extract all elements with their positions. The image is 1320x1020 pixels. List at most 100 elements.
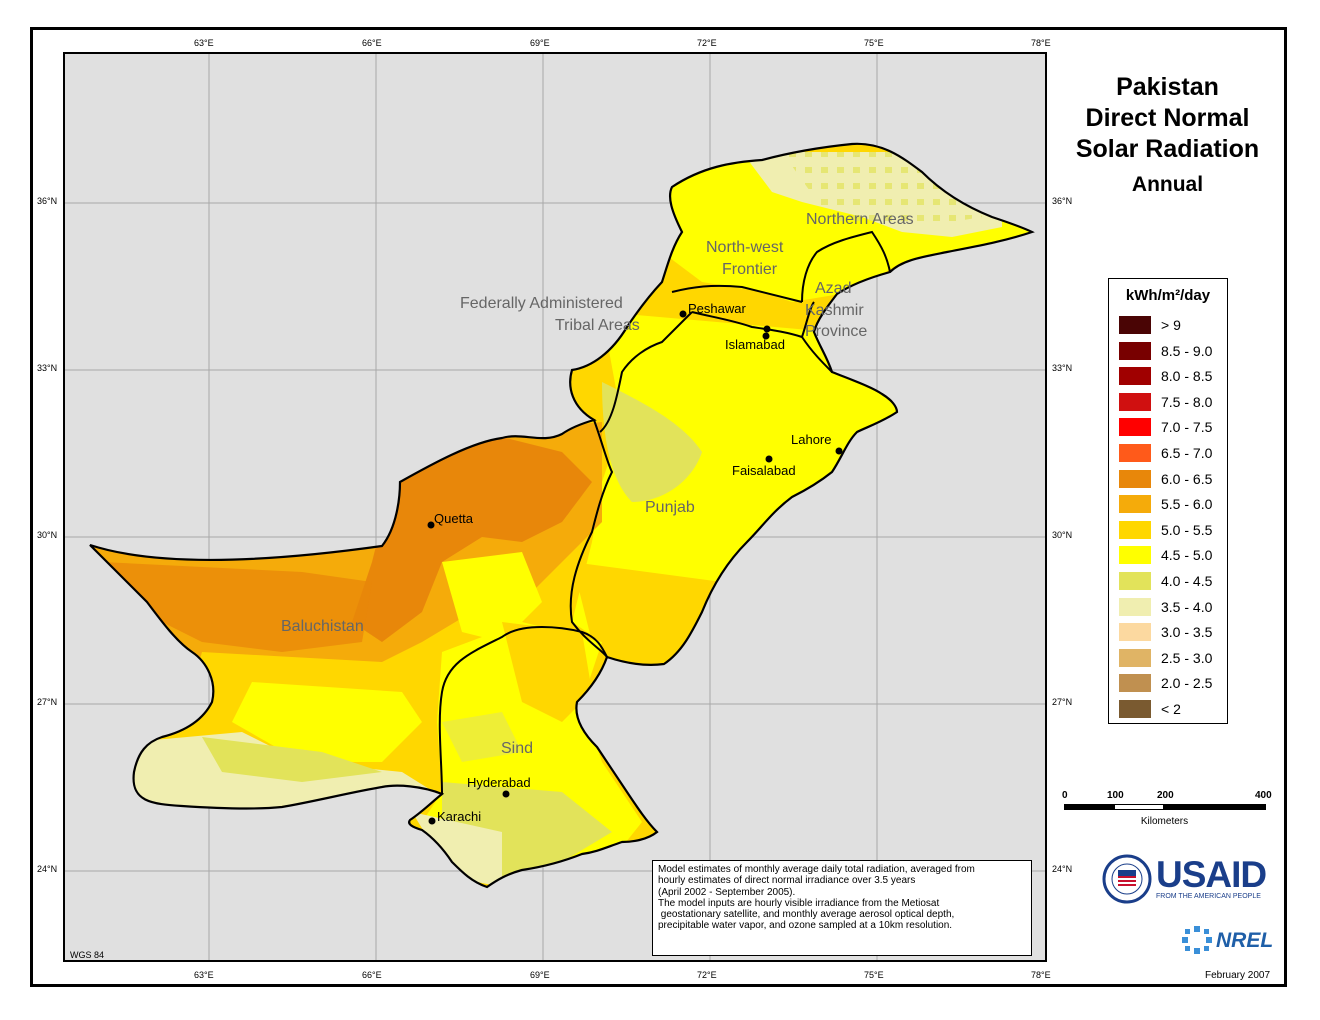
legend-swatch xyxy=(1119,444,1151,462)
map-subtitle: Annual xyxy=(1131,173,1204,196)
lon-label-bottom: 63°E xyxy=(194,970,214,980)
title-line-2: Direct Normal xyxy=(1085,104,1250,132)
lon-label-top: 72°E xyxy=(697,38,717,48)
usaid-seal-icon xyxy=(1102,854,1152,904)
scale-segment xyxy=(1114,804,1164,810)
legend: kWh/m²/day > 9 8.5 - 9.0 8.0 - 8.5 7.5 - 8.… xyxy=(1108,278,1228,724)
legend-swatch xyxy=(1119,648,1151,667)
region-nwf-line2: Frontier xyxy=(722,261,778,278)
region-northern-areas: Northern Areas xyxy=(806,211,914,228)
region-azad-line3: Province xyxy=(805,323,867,340)
methodology-note: Model estimates of monthly average daily… xyxy=(652,860,1032,956)
legend-label: 8.0 - 8.5 xyxy=(1161,368,1213,385)
legend-label: 2.0 - 2.5 xyxy=(1161,675,1213,692)
city-marker-quetta xyxy=(427,521,435,529)
lon-label-bottom: 75°E xyxy=(864,970,884,980)
legend-label: 6.5 - 7.0 xyxy=(1161,445,1213,461)
region-baluchistan: Baluchistan xyxy=(281,618,364,635)
legend-label: 8.5 - 9.0 xyxy=(1161,342,1213,359)
nrel-sun-icon xyxy=(1182,926,1212,954)
title-line-1: Pakistan xyxy=(1116,73,1219,101)
legend-label: 6.0 - 6.5 xyxy=(1161,470,1213,487)
scale-tick: 100 xyxy=(1107,790,1124,801)
city-marker-faisalabad xyxy=(765,455,773,463)
scale-tick: 200 xyxy=(1157,790,1174,801)
region-sind: Sind xyxy=(501,740,533,757)
city-quetta: Quetta xyxy=(434,511,474,526)
city-peshawar: Peshawar xyxy=(688,301,746,316)
projection-label: WGS 84 xyxy=(70,950,105,960)
publication-date: February 2007 xyxy=(1205,970,1271,981)
city-marker-hyderabad xyxy=(502,790,510,798)
usaid-logo: USAID xyxy=(1156,854,1267,895)
city-marker-islamabad xyxy=(763,325,771,333)
city-marker-karachi xyxy=(428,817,436,825)
title-line-3: Solar Radiation xyxy=(1075,135,1260,163)
lat-label-right: 27°N xyxy=(1052,697,1073,707)
lat-label-left: 30°N xyxy=(37,530,58,540)
lat-label-right: 36°N xyxy=(1052,196,1073,206)
lat-label-right: 24°N xyxy=(1052,864,1073,874)
lon-label-top: 78°E xyxy=(1031,38,1051,48)
scale-segment xyxy=(1064,804,1114,810)
legend-swatch xyxy=(1119,495,1151,514)
legend-label: 4.0 - 4.5 xyxy=(1161,573,1213,589)
lat-label-left: 33°N xyxy=(37,363,58,373)
country-outline xyxy=(89,142,1035,889)
lat-label-right: 33°N xyxy=(1052,363,1073,373)
note-line: The model inputs are hourly visible irra… xyxy=(658,897,940,909)
lat-label-left: 24°N xyxy=(37,864,58,874)
legend-label: 7.5 - 8.0 xyxy=(1161,393,1213,410)
lon-label-top: 66°E xyxy=(362,38,382,48)
legend-item: 2.5 - 3.0 xyxy=(1119,648,1212,668)
lon-label-top: 63°E xyxy=(194,38,214,48)
usaid-tagline: FROM THE AMERICAN PEOPLE xyxy=(1156,893,1261,900)
legend-item: < 2 xyxy=(1119,699,1181,719)
legend-label: 4.5 - 5.0 xyxy=(1161,547,1213,564)
legend-label: 3.0 - 3.5 xyxy=(1161,624,1213,641)
city-lahore: Lahore xyxy=(791,432,831,447)
legend-swatch xyxy=(1119,700,1151,718)
map-frame xyxy=(30,27,1287,987)
city-marker-rawalpindi xyxy=(762,332,770,340)
nrel-logo: NREL xyxy=(1216,929,1274,952)
note-line: precipitable water vapor, and ozone samp… xyxy=(658,920,953,932)
legend-item: 5.0 - 5.5 xyxy=(1119,520,1212,540)
legend-label: > 9 xyxy=(1161,317,1181,333)
map-area: Northern Areas North-west Frontier Feder… xyxy=(63,52,1047,962)
legend-item: 8.5 - 9.0 xyxy=(1119,341,1212,361)
legend-swatch xyxy=(1119,392,1151,411)
legend-swatch xyxy=(1119,597,1151,616)
legend-swatch xyxy=(1119,367,1151,386)
legend-item: 7.0 - 7.5 xyxy=(1119,417,1212,437)
city-islamabad: Islamabad xyxy=(725,337,785,352)
legend-swatch xyxy=(1119,316,1151,334)
lat-label-right: 30°N xyxy=(1052,530,1073,540)
legend-item: 4.0 - 4.5 xyxy=(1119,571,1212,591)
radiation-surface xyxy=(90,143,1032,888)
legend-item: 6.5 - 7.0 xyxy=(1119,443,1212,463)
legend-label: 5.0 - 5.5 xyxy=(1161,521,1213,538)
legend-item: 6.0 - 6.5 xyxy=(1119,469,1212,489)
legend-swatch xyxy=(1119,418,1151,437)
legend-label: 5.5 - 6.0 xyxy=(1161,496,1213,513)
legend-item: 5.5 - 6.0 xyxy=(1119,494,1212,514)
legend-item: 3.5 - 4.0 xyxy=(1119,597,1212,617)
legend-item: > 9 xyxy=(1119,315,1181,335)
region-nwf-line1: North-west xyxy=(706,239,784,256)
legend-item: 3.0 - 3.5 xyxy=(1119,622,1212,642)
scale-unit: Kilometers xyxy=(1140,816,1189,827)
legend-swatch xyxy=(1119,341,1151,360)
legend-swatch xyxy=(1119,572,1151,590)
legend-label: 2.5 - 3.0 xyxy=(1161,649,1213,666)
lat-label-left: 36°N xyxy=(37,196,58,206)
legend-item: 4.5 - 5.0 xyxy=(1119,545,1212,565)
legend-label: 3.5 - 4.0 xyxy=(1161,598,1213,615)
lat-label-left: 27°N xyxy=(37,697,58,707)
legend-swatch xyxy=(1119,623,1151,642)
scale-tick: 400 xyxy=(1255,790,1272,801)
city-hyderabad: Hyderabad xyxy=(467,775,531,790)
scale-tick: 0 xyxy=(1062,790,1068,801)
city-marker-lahore xyxy=(835,447,843,455)
lon-label-top: 75°E xyxy=(864,38,884,48)
